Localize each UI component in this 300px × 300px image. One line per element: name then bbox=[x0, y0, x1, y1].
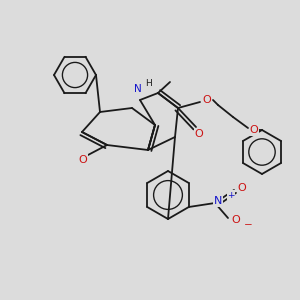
Text: N: N bbox=[214, 196, 222, 206]
Text: O: O bbox=[232, 215, 240, 225]
Text: O: O bbox=[195, 129, 203, 139]
Text: O: O bbox=[79, 155, 87, 165]
Text: O: O bbox=[238, 183, 246, 193]
Text: N: N bbox=[134, 84, 142, 94]
Text: O: O bbox=[202, 95, 211, 105]
Text: O: O bbox=[250, 125, 258, 135]
Text: +: + bbox=[227, 190, 235, 200]
Text: −: − bbox=[244, 220, 252, 230]
Text: H: H bbox=[145, 80, 152, 88]
